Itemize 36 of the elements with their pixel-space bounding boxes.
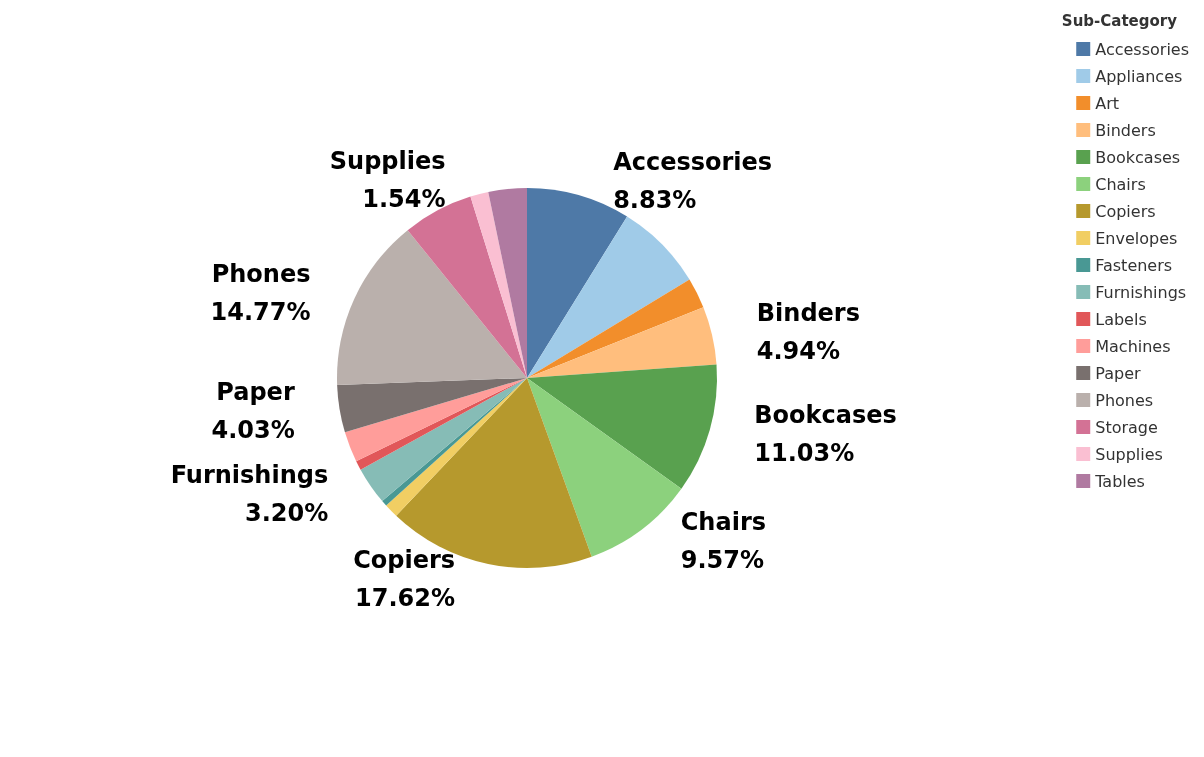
legend-label: Appliances <box>1095 66 1183 86</box>
legend-label: Paper <box>1095 363 1141 383</box>
legend-label: Bookcases <box>1095 147 1181 167</box>
legend-label: Chairs <box>1095 174 1146 194</box>
slice-label: Furnishings <box>170 461 329 490</box>
slice-label: Bookcases <box>754 400 897 429</box>
slice-label: Phones <box>211 259 311 288</box>
data-label: 3.20% <box>244 499 329 528</box>
legend-label: Supplies <box>1095 444 1163 464</box>
legend-label: Binders <box>1095 120 1156 140</box>
legend-label: Accessories <box>1095 39 1189 59</box>
data-label: 14.77% <box>210 297 311 326</box>
legend-label: Furnishings <box>1095 282 1187 302</box>
slice-label: Chairs <box>680 508 766 537</box>
data-label: 1.54% <box>362 184 446 213</box>
slice-label: Paper <box>216 378 295 407</box>
legend-label: Labels <box>1095 309 1147 329</box>
legend-label: Tables <box>1094 471 1145 491</box>
slice-label: Copiers <box>353 545 456 574</box>
slice-label: Binders <box>756 299 860 328</box>
data-label: 8.83% <box>613 185 697 214</box>
data-label: 4.94% <box>756 337 841 366</box>
legend-title: Sub-Category <box>1061 11 1178 30</box>
legend-label: Envelopes <box>1095 228 1178 248</box>
legend-label: Storage <box>1095 417 1158 437</box>
slice-label: Accessories <box>613 147 773 176</box>
legend-label: Art <box>1095 93 1120 113</box>
data-label: 17.62% <box>355 583 456 612</box>
legend-label: Machines <box>1095 336 1171 356</box>
data-label: 11.03% <box>754 438 855 467</box>
data-label: 4.03% <box>211 416 295 445</box>
legend-label: Copiers <box>1095 201 1156 221</box>
legend-label: Fasteners <box>1095 255 1173 275</box>
slice-label: Supplies <box>329 146 446 175</box>
data-label: 9.57% <box>680 546 765 575</box>
legend-label: Phones <box>1095 390 1154 410</box>
